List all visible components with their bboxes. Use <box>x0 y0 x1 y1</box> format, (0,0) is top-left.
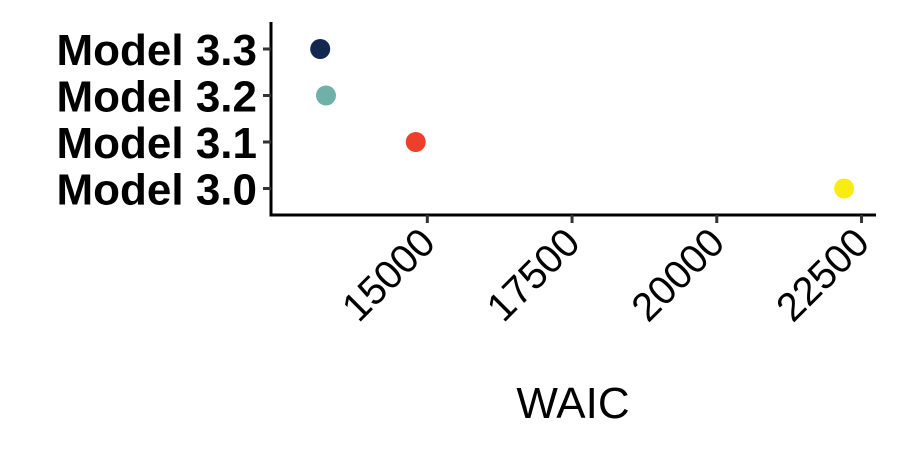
y-tick-label: Model 3.1 <box>57 119 258 168</box>
data-point <box>834 178 855 199</box>
data-point <box>316 85 336 106</box>
data-points <box>310 39 855 199</box>
x-tick-label: 17500 <box>479 220 589 330</box>
x-tick-label: 22500 <box>768 220 878 330</box>
data-point <box>310 39 331 59</box>
x-tick-label: 20000 <box>623 220 733 330</box>
y-tick-label: Model 3.2 <box>57 73 258 122</box>
data-point <box>405 132 426 152</box>
x-tick-label: 15000 <box>334 220 444 330</box>
y-tick-label: Model 3.3 <box>57 26 258 75</box>
y-tick-label: Model 3.0 <box>57 166 258 215</box>
x-axis: 15000 17500 20000 22500 <box>269 213 878 330</box>
x-axis-label: WAIC <box>516 379 629 428</box>
